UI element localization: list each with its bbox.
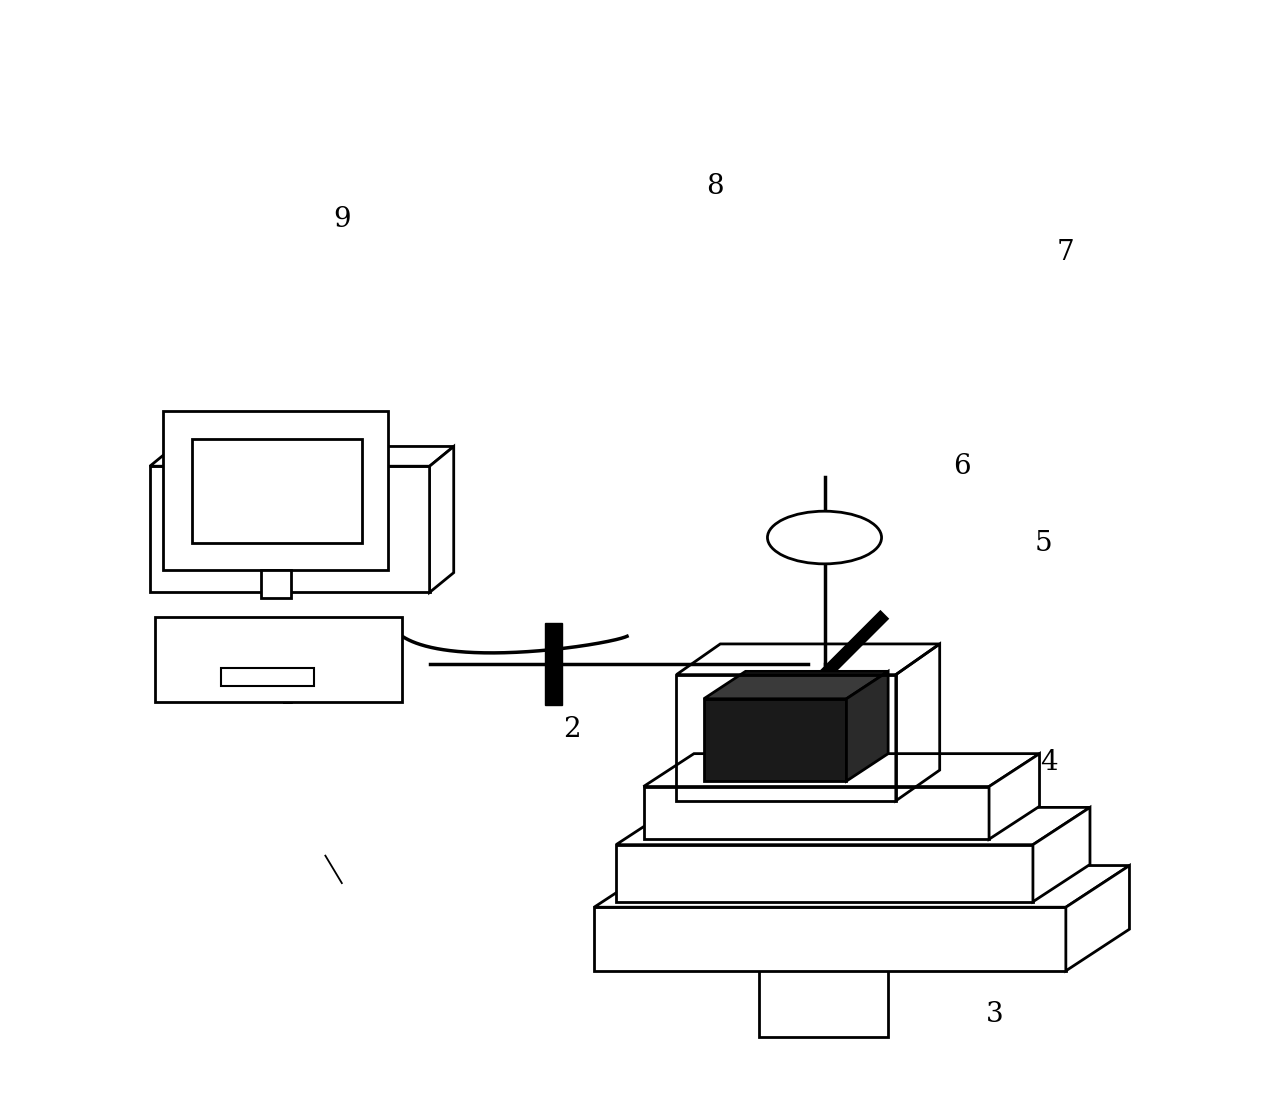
Text: 1: 1 [278, 683, 296, 710]
Ellipse shape [767, 511, 882, 564]
Polygon shape [595, 866, 1130, 907]
Text: 2: 2 [564, 716, 580, 743]
Text: 4: 4 [1041, 749, 1058, 776]
Polygon shape [644, 787, 988, 839]
Polygon shape [847, 671, 888, 781]
Polygon shape [595, 907, 1066, 971]
Text: 6: 6 [952, 453, 970, 479]
Polygon shape [616, 845, 1033, 902]
Polygon shape [988, 754, 1040, 839]
Bar [221, 668, 314, 686]
Polygon shape [704, 671, 888, 699]
Polygon shape [644, 754, 1040, 787]
Polygon shape [149, 466, 430, 592]
Bar [156, 617, 402, 702]
Text: 8: 8 [707, 173, 723, 200]
Bar [261, 570, 291, 598]
Bar [544, 622, 562, 704]
Bar [677, 675, 896, 801]
Bar [704, 699, 847, 781]
Text: 3: 3 [986, 1002, 1004, 1028]
Bar [192, 439, 362, 543]
Bar [806, 858, 848, 911]
Bar [163, 411, 387, 570]
Polygon shape [149, 446, 454, 466]
Text: 5: 5 [1035, 530, 1053, 556]
Text: 7: 7 [1057, 239, 1075, 265]
Bar [758, 911, 888, 1037]
Polygon shape [1066, 866, 1130, 971]
Polygon shape [430, 446, 454, 592]
Polygon shape [1033, 807, 1090, 902]
Text: 9: 9 [333, 206, 350, 233]
Polygon shape [616, 807, 1090, 845]
